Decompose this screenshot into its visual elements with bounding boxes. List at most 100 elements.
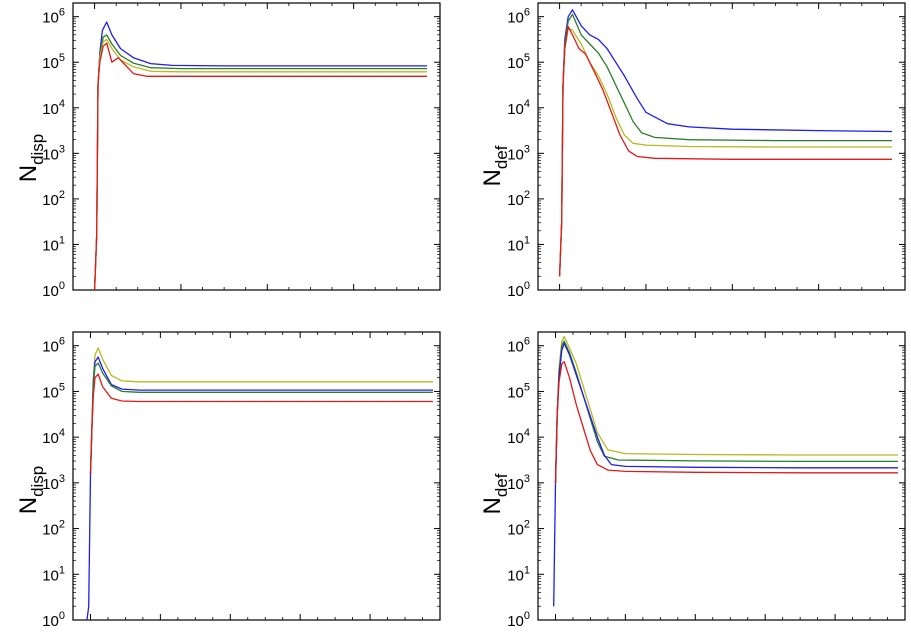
y-tick-base: 10 (507, 384, 524, 401)
y-tick-label: 100 (42, 610, 65, 630)
y-tick-label: 103 (42, 473, 65, 493)
series-line-red (89, 373, 433, 474)
y-tick-base: 10 (42, 101, 59, 118)
y-tick-base: 10 (42, 237, 59, 254)
y-tick-exponent: 5 (524, 52, 530, 64)
y-axis-label: Ndisp (15, 134, 47, 183)
y-axis-label: Ndef (479, 145, 511, 186)
y-tick-base: 10 (42, 567, 59, 584)
y-tick-base: 10 (507, 430, 524, 447)
y-tick-base: 10 (42, 430, 59, 447)
y-tick-exponent: 6 (524, 7, 530, 19)
y-tick-label: 100 (507, 280, 530, 300)
y-tick-base: 10 (507, 567, 524, 584)
y-tick-base: 10 (42, 613, 59, 630)
y-tick-base: 10 (42, 10, 59, 27)
y-tick-label: 103 (42, 143, 65, 163)
y-tick-exponent: 4 (524, 427, 530, 439)
series-line-blue (86, 356, 433, 621)
y-tick-label: 104 (507, 427, 530, 447)
y-tick-label: 104 (42, 98, 65, 118)
y-tick-base: 10 (42, 192, 59, 209)
y-tick-base: 10 (42, 146, 59, 163)
y-tick-exponent: 0 (524, 610, 530, 622)
y-tick-label: 101 (42, 234, 65, 254)
y-axis-label-subscript: def (492, 473, 511, 497)
y-tick-label: 103 (507, 473, 530, 493)
y-tick-base: 10 (42, 55, 59, 72)
y-tick-base: 10 (507, 10, 524, 27)
y-tick-label: 104 (42, 427, 65, 447)
plot-frame (537, 2, 906, 291)
y-axis-label-subscript: disp (28, 134, 47, 165)
y-axis-label: Ndef (479, 473, 511, 514)
series-line-green (89, 362, 433, 474)
y-tick-base: 10 (42, 384, 59, 401)
y-tick-label: 102 (507, 189, 530, 209)
y-tick-base: 10 (42, 339, 59, 356)
series-line-red (93, 42, 427, 291)
y-tick-exponent: 0 (524, 280, 530, 292)
y-tick-exponent: 3 (59, 473, 65, 485)
y-tick-exponent: 0 (59, 610, 65, 622)
y-tick-label: 106 (507, 7, 530, 27)
y-tick-base: 10 (507, 192, 524, 209)
y-tick-exponent: 2 (59, 189, 65, 201)
y-tick-label: 101 (42, 564, 65, 584)
y-tick-base: 10 (507, 522, 524, 539)
series-line-yellow (89, 347, 433, 474)
y-tick-label: 106 (42, 336, 65, 356)
y-tick-exponent: 3 (59, 143, 65, 155)
y-tick-exponent: 0 (59, 280, 65, 292)
y-tick-base: 10 (507, 101, 524, 118)
y-axis-label-main: N (479, 497, 506, 514)
y-tick-label: 102 (42, 519, 65, 539)
y-tick-base: 10 (507, 283, 524, 300)
y-tick-label: 100 (42, 280, 65, 300)
series-line-yellow (93, 38, 427, 291)
y-tick-base: 10 (507, 237, 524, 254)
y-tick-label: 105 (507, 52, 530, 72)
y-axis-label: Ndisp (15, 466, 47, 515)
y-tick-exponent: 5 (59, 52, 65, 64)
y-tick-exponent: 1 (524, 234, 530, 246)
y-tick-base: 10 (42, 283, 59, 300)
y-axis-label-main: N (15, 165, 42, 182)
y-tick-exponent: 6 (59, 7, 65, 19)
y-tick-label: 106 (42, 7, 65, 27)
series-line-yellow (558, 27, 892, 277)
y-tick-label: 105 (42, 52, 65, 72)
series-line-green (558, 13, 892, 277)
y-axis-label-subscript: disp (28, 466, 47, 497)
y-tick-base: 10 (507, 476, 524, 493)
series-line-blue (553, 342, 898, 607)
series-line-red (558, 26, 892, 277)
y-tick-label: 105 (507, 381, 530, 401)
y-tick-label: 105 (42, 381, 65, 401)
y-axis-label-main: N (15, 497, 42, 514)
series-line-green (554, 340, 898, 483)
plot-frame (72, 2, 441, 291)
y-tick-label: 101 (507, 564, 530, 584)
y-tick-base: 10 (507, 613, 524, 630)
y-tick-label: 100 (507, 610, 530, 630)
y-tick-base: 10 (507, 55, 524, 72)
y-tick-exponent: 3 (524, 473, 530, 485)
y-tick-exponent: 2 (59, 519, 65, 531)
y-tick-base: 10 (507, 339, 524, 356)
plot-frame (537, 331, 906, 621)
y-tick-exponent: 3 (524, 143, 530, 155)
y-tick-exponent: 2 (524, 519, 530, 531)
series-line-red (554, 361, 898, 483)
series-line-blue (93, 21, 427, 291)
y-tick-exponent: 4 (59, 98, 65, 110)
y-tick-exponent: 1 (524, 564, 530, 576)
y-tick-label: 101 (507, 234, 530, 254)
y-tick-exponent: 5 (59, 381, 65, 393)
y-tick-exponent: 4 (59, 427, 65, 439)
y-tick-exponent: 6 (524, 336, 530, 348)
